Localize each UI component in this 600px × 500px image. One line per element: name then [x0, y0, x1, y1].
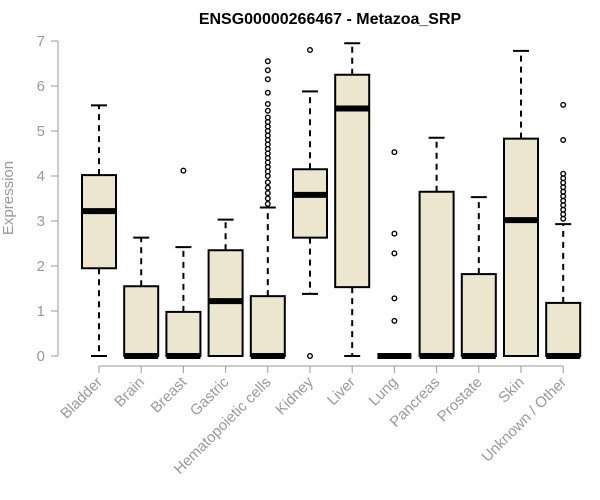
x-tick-label: Prostate: [434, 374, 486, 426]
box-group: [123, 236, 160, 359]
box-group: [249, 58, 286, 359]
outlier-point: [264, 190, 271, 197]
y-tick-label: 5: [37, 123, 45, 140]
outlier-point: [391, 317, 398, 324]
outlier-point: [264, 76, 271, 83]
box: [503, 137, 539, 357]
outlier-point: [391, 230, 398, 237]
outlier-point: [264, 100, 271, 107]
box: [123, 285, 160, 357]
outlier-point: [560, 170, 567, 177]
box-group: [418, 136, 455, 359]
box-group: [165, 167, 202, 359]
x-tick-label: Bladder: [57, 374, 106, 423]
outlier-point: [264, 89, 271, 96]
outlier-point: [560, 136, 567, 143]
box-group: [503, 49, 539, 357]
y-tick-label: 6: [37, 78, 45, 95]
x-tick-label: Brain: [111, 374, 148, 411]
plot-area: [81, 42, 582, 360]
outlier-point: [264, 184, 271, 191]
box-group: [81, 104, 117, 357]
y-tick-label: 2: [37, 258, 45, 275]
box: [249, 295, 286, 357]
y-tick-label: 7: [37, 33, 45, 50]
box: [460, 273, 497, 358]
box: [418, 190, 455, 357]
box-group: [207, 218, 244, 357]
y-tick-label: 4: [37, 168, 45, 185]
outlier-point: [307, 47, 314, 54]
chart-title: ENSG00000266467 - Metazoa_SRP: [199, 11, 462, 28]
box-group: [377, 149, 412, 359]
outlier-point: [391, 295, 398, 302]
outlier-point: [307, 353, 314, 360]
outlier-point: [264, 200, 271, 207]
y-axis: 0 1 2 3 4 5 6 7: [37, 33, 59, 365]
box: [81, 174, 117, 270]
box: [292, 168, 328, 239]
y-tick-label: 1: [37, 303, 45, 320]
x-tick-label: Kidney: [272, 373, 317, 418]
y-tick-label: 0: [37, 348, 45, 365]
outlier-point: [391, 250, 398, 257]
box-group: [460, 196, 497, 359]
outlier-point: [264, 195, 271, 202]
outlier-point: [560, 101, 567, 108]
x-tick-label: Skin: [495, 374, 528, 407]
outlier-point: [264, 107, 271, 114]
outlier-point: [391, 149, 398, 156]
outlier-point: [264, 179, 271, 186]
x-tick-label: Lung: [366, 374, 402, 410]
box-group: [545, 101, 582, 359]
y-tick-label: 3: [37, 213, 45, 230]
x-tick-label: Liver: [324, 374, 359, 409]
box-group: [292, 47, 328, 360]
outlier-point: [180, 167, 187, 174]
box: [165, 310, 202, 357]
outlier-point: [264, 114, 271, 121]
y-axis-label: Expression: [0, 161, 17, 235]
box-group: [334, 42, 371, 357]
outlier-point: [264, 58, 271, 65]
outlier-point: [264, 67, 271, 74]
box: [545, 301, 582, 357]
x-tick-label: Breast: [148, 373, 191, 416]
